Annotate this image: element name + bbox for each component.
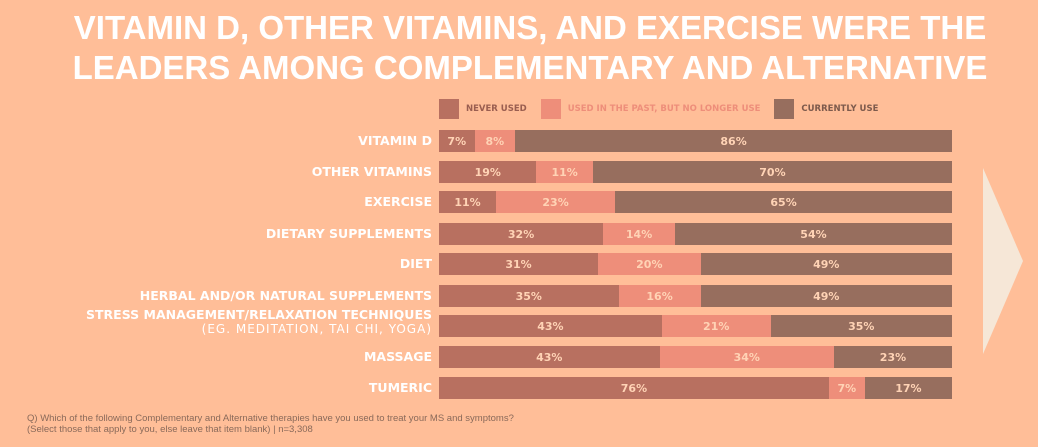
category-name: OTHER VITAMINS [311,164,432,179]
bar-segment: 65% [615,191,952,213]
legend-item: NEVER USED [439,99,527,119]
legend-item: CURRENTLY USE [774,99,878,119]
bar-row: 43% 34% 23% [439,346,952,368]
bar-segment: 20% [598,253,701,275]
bar-row: 35% 16% 49% [439,285,952,307]
category-name: EXERCISE [364,194,432,209]
title-line: leaders among complementary and alternat… [72,49,988,86]
category-label: HERBAL AND/OR NATURAL SUPPLEMENTS [140,289,432,303]
category-label: MASSAGE [364,350,432,364]
bar-segment: 11% [439,191,496,213]
legend-label: CURRENTLY USE [801,104,879,114]
legend-swatch [774,99,795,119]
legend-swatch [439,99,459,119]
category-name: DIET [399,256,432,271]
bar-segment: 49% [700,285,952,307]
category-name: VITAMIN D [358,133,432,148]
legend-item: USED IN THE PAST, BUT NO LONGER USE [540,99,761,119]
bar-segment: 7% [828,377,865,399]
next-arrow-icon[interactable] [983,168,1025,354]
title-line: Vitamin D, other vitamins, and exercise … [73,9,987,46]
category-label: DIETARY SUPPLEMENTS [266,227,432,241]
bar-segment: 8% [474,130,516,152]
bar-segment: 34% [659,346,834,368]
category-name: TUMERIC [368,380,432,395]
legend: NEVER USED USED IN THE PAST, BUT NO LONGE… [439,99,878,119]
category-name: DIETARY SUPPLEMENTS [265,226,432,241]
bar-segment: 70% [592,161,952,183]
legend-label: USED IN THE PAST, BUT NO LONGER USE [567,104,761,114]
bar-segment: 23% [496,191,616,213]
bar-segment: 14% [603,223,675,245]
bar-segment: 54% [674,223,952,245]
legend-swatch [540,99,561,119]
bar-segment: 43% [439,315,662,337]
bar-row: 11% 23% 65% [439,191,952,213]
note-line: (Select those that apply to you, else le… [27,424,313,435]
bar-row: 7% 8% 86% [439,130,952,152]
bar-segment: 43% [439,346,660,368]
bar-row: 43% 21% 35% [439,315,952,337]
category-label: DIET [400,257,432,271]
category-label: VITAMIN D [358,134,432,148]
bar-segment: 7% [439,130,475,152]
category-label: STRESS MANAGEMENT/RELAXATION TECHNIQUES(… [86,307,432,337]
bar-segment: 17% [864,377,952,399]
category-name: HERBAL AND/OR NATURAL SUPPLEMENTS [139,288,432,303]
bar-segment: 35% [770,315,952,337]
category-name: MASSAGE [363,349,432,364]
bar-row: 31% 20% 49% [439,253,952,275]
category-label: OTHER VITAMINS [312,165,432,179]
category-label: EXERCISE [364,195,432,209]
bar-segment: 11% [536,161,593,183]
category-name: STRESS MANAGEMENT/RELAXATION TECHNIQUES [86,307,432,322]
footnote: Q) Which of the following Complementary … [27,413,514,435]
bar-segment: 35% [439,285,619,307]
legend-label: NEVER USED [466,104,527,114]
bar-segment: 16% [618,285,701,307]
bar-segment: 19% [439,161,537,183]
bar-segment: 31% [439,253,599,275]
bar-segment: 23% [833,346,952,368]
bar-segment: 21% [661,315,771,337]
bar-row: 76% 7% 17% [439,377,952,399]
note-line: Q) Which of the following Complementary … [27,413,514,424]
bar-row: 19% 11% 70% [439,161,952,183]
bar-segment: 49% [700,253,952,275]
bar-segment: 86% [515,130,952,152]
bar-segment: 32% [439,223,604,245]
bar-segment: 76% [439,377,829,399]
category-label: TUMERIC [369,381,432,395]
category-sublabel: (EG. MEDITATION, TAI CHI, YOGA) [201,322,432,336]
chart-title: Vitamin D, other vitamins, and exercise … [40,8,1020,88]
bar-row: 32% 14% 54% [439,223,952,245]
